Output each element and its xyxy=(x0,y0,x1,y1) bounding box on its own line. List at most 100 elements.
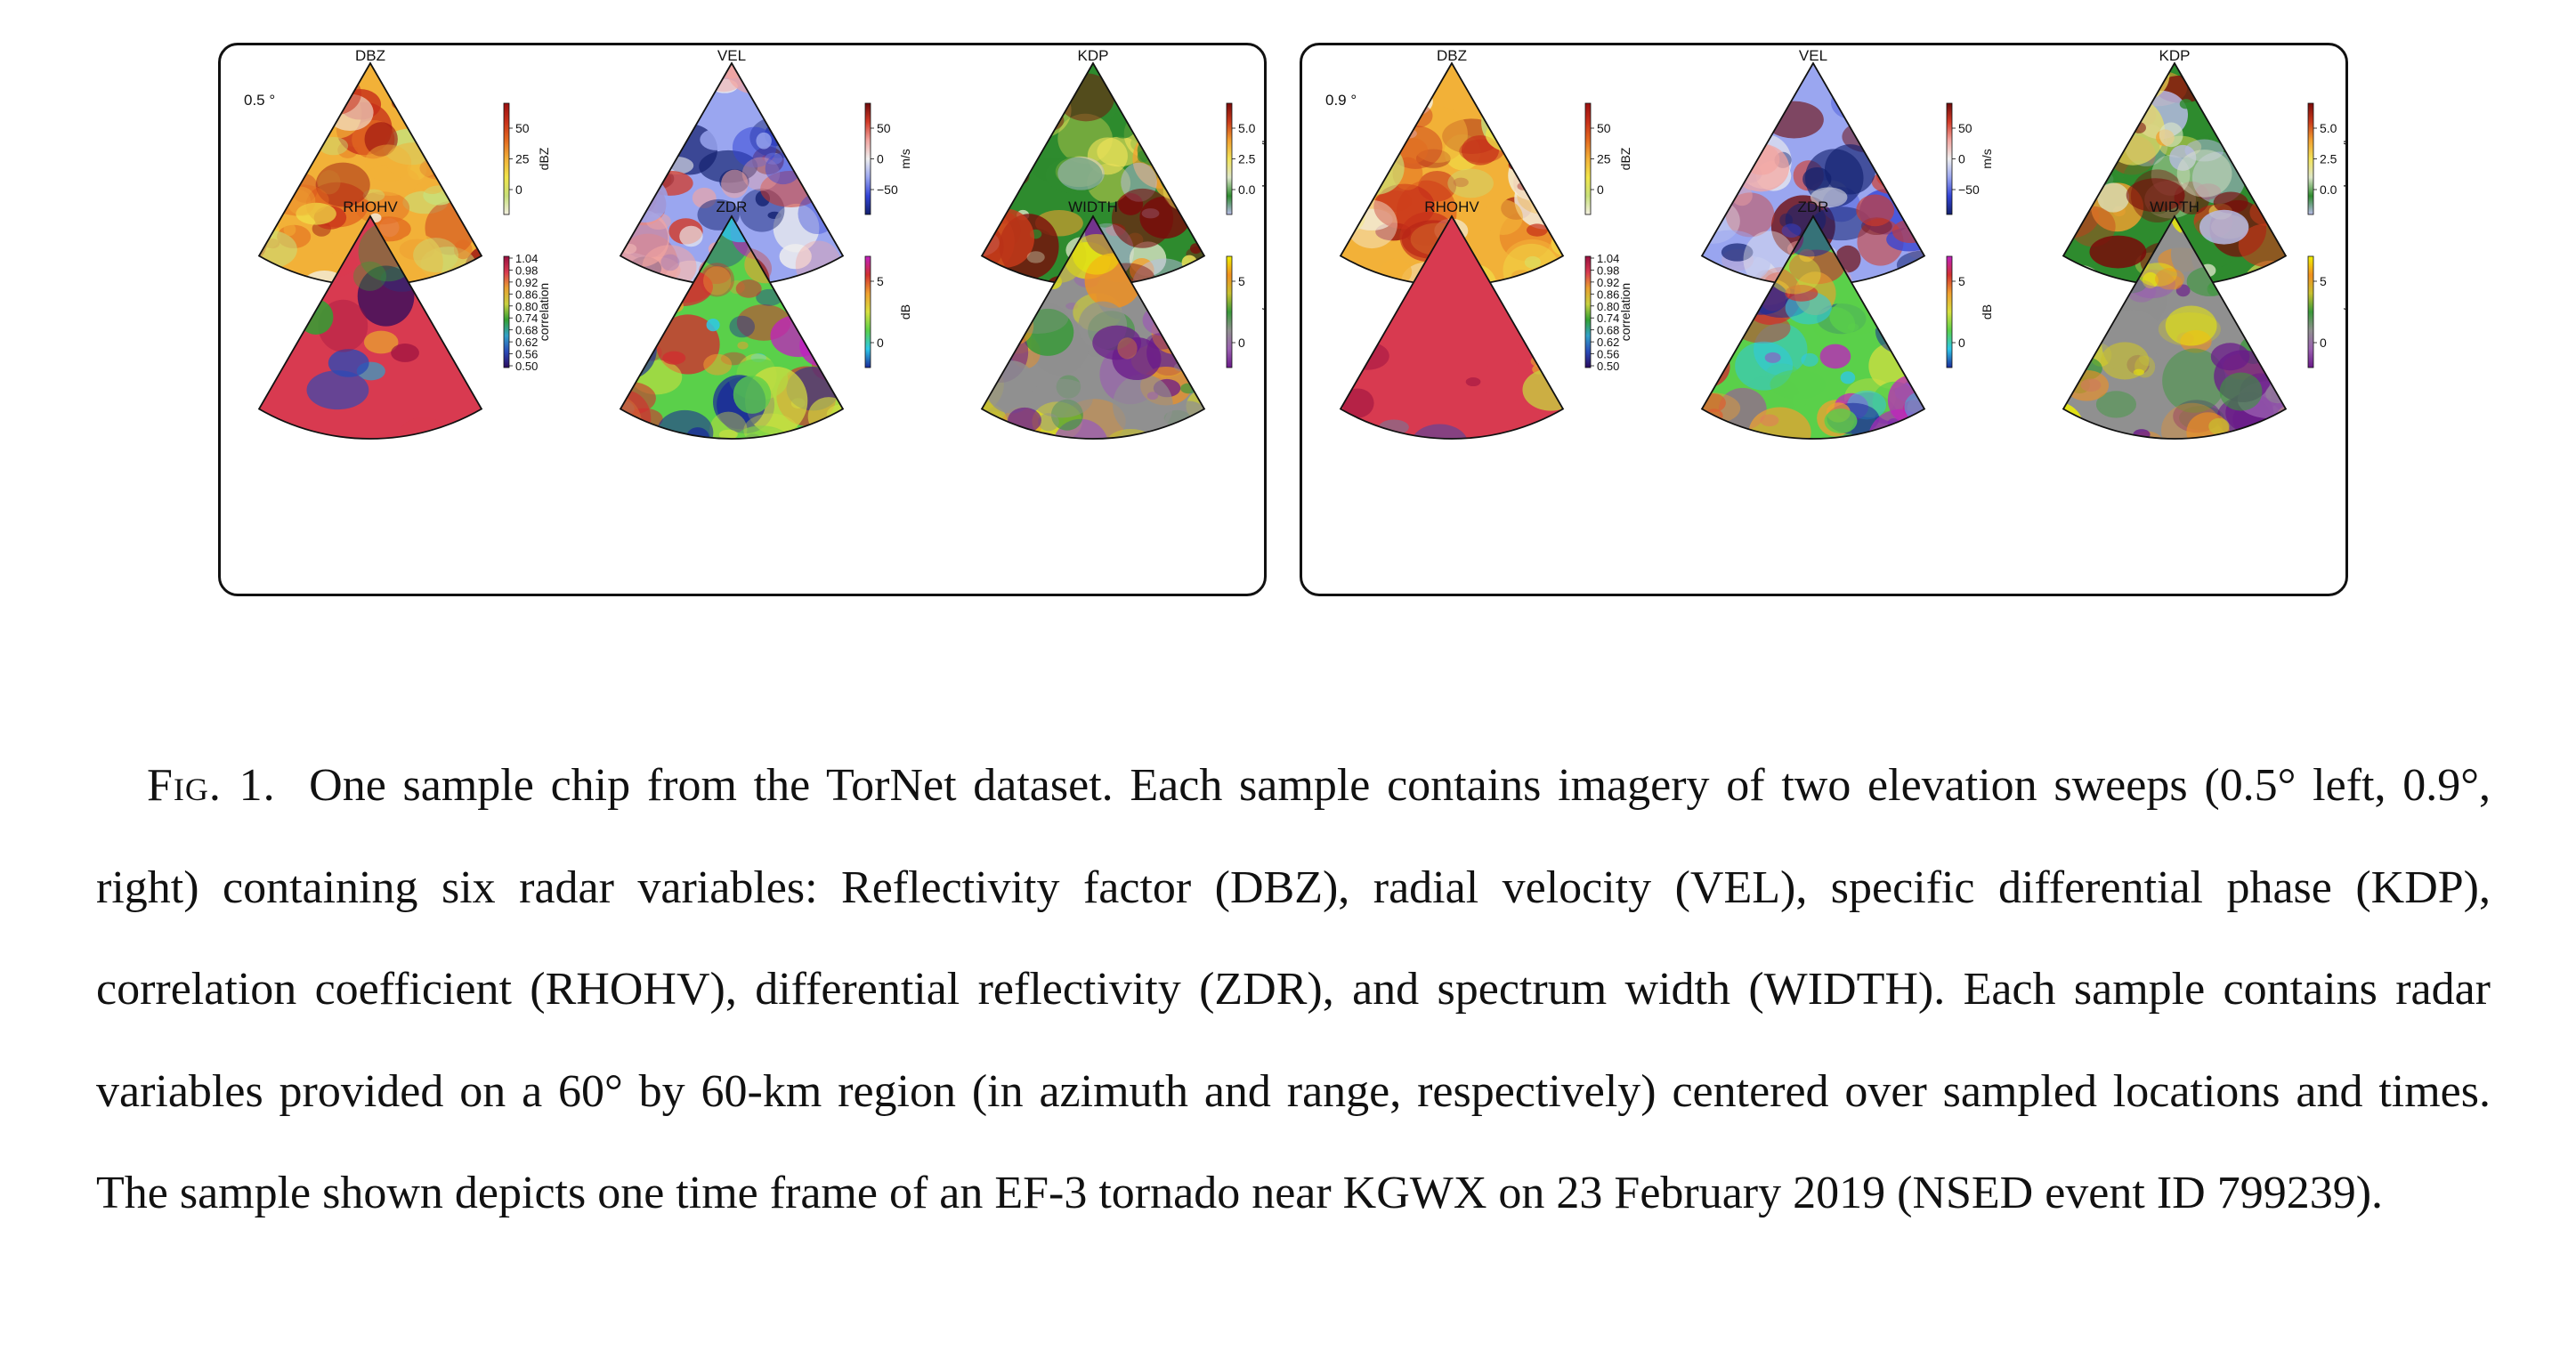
colorbar-tick-label: 0.62 xyxy=(515,336,538,349)
colorbar-label: m/s xyxy=(898,149,912,169)
colorbar xyxy=(864,102,871,215)
caption-text: One sample chip from the TorNet dataset.… xyxy=(96,760,2491,1218)
plot-title: WIDTH xyxy=(2150,198,2199,215)
colorbar xyxy=(1946,255,1953,368)
plot-title: VEL xyxy=(1799,47,1827,64)
colorbar-tick-label: 0 xyxy=(1958,152,1965,166)
colorbar-tick-label: 1.04 xyxy=(1597,252,1619,265)
colorbar-label: dBZ xyxy=(537,147,551,170)
colorbar-tick-label: 2.5 xyxy=(2320,152,2337,166)
sweep-panel-right: DBZ 50 25 0 dBZ VEL 50 0 −50 m/s KDP 5.0 2.5 0.0 degre… xyxy=(1300,43,2348,596)
sweep-outline xyxy=(2062,214,2288,440)
radar-plot-dbz: DBZ 50 25 0 dBZ xyxy=(1339,47,1632,287)
colorbar xyxy=(2307,255,2314,368)
colorbar-label: m/s xyxy=(1260,302,1264,322)
colorbar-label: dB xyxy=(1980,304,1994,320)
radar-plot-dbz: DBZ 50 25 0 dBZ xyxy=(257,47,551,287)
colorbar xyxy=(1226,255,1233,368)
colorbar-tick-label: 0.98 xyxy=(515,263,538,277)
colorbar-tick-label: 0.56 xyxy=(515,348,538,361)
colorbar-tick-label: 0.62 xyxy=(1597,336,1619,349)
colorbar-tick-label: 0 xyxy=(2320,336,2327,350)
radar-plot-zdr: ZDR 5 0 dB xyxy=(1700,198,1994,440)
colorbar-label: degrees/km xyxy=(1260,126,1264,191)
elevation-label: 0.5 ° xyxy=(244,92,276,109)
colorbar-tick-label: 0 xyxy=(1597,182,1604,197)
colorbar-tick-label: 50 xyxy=(1597,121,1611,135)
plot-title: KDP xyxy=(1078,47,1109,64)
colorbar-tick-label: 0.80 xyxy=(1597,300,1619,313)
colorbar-tick-label: 0.68 xyxy=(1597,324,1619,337)
plot-title: RHOHV xyxy=(343,198,398,215)
colorbar-tick-label: 50 xyxy=(515,121,530,135)
colorbar-tick-label: 0 xyxy=(515,182,522,197)
colorbar-tick-label: 0.0 xyxy=(2320,182,2337,197)
plot-title: WIDTH xyxy=(1068,198,1118,215)
colorbar-tick-label: 0 xyxy=(1958,336,1965,350)
colorbar-tick-label: 5 xyxy=(1238,274,1245,288)
colorbar xyxy=(1226,102,1233,215)
colorbar xyxy=(1946,102,1953,215)
colorbar-tick-label: 25 xyxy=(1597,152,1611,166)
colorbar-tick-label: 5.0 xyxy=(2320,121,2337,135)
colorbar-tick-label: 25 xyxy=(515,152,530,166)
colorbar-tick-label: 0.50 xyxy=(1597,360,1619,373)
colorbar-label: dBZ xyxy=(1618,147,1632,170)
colorbar xyxy=(503,255,510,368)
colorbar-tick-label: 5 xyxy=(1958,274,1965,288)
colorbar-tick-label: 0.86 xyxy=(515,287,538,301)
colorbar-tick-label: 2.5 xyxy=(1238,152,1256,166)
colorbar-tick-label: 0.92 xyxy=(515,276,538,289)
sweep-outline xyxy=(1339,214,1565,440)
colorbar-tick-label: −50 xyxy=(877,182,898,197)
sweep-outline xyxy=(1700,214,1926,440)
elevation-label: 0.9 ° xyxy=(1325,92,1357,109)
colorbar-label: m/s xyxy=(1980,149,1994,169)
colorbar-tick-label: 5 xyxy=(2320,274,2327,288)
figure-label: Fig. 1. xyxy=(147,760,276,811)
colorbar xyxy=(1584,102,1592,215)
colorbar-tick-label: 0.92 xyxy=(1597,276,1619,289)
radar-plot-kdp: KDP 5.0 2.5 0.0 degrees/km xyxy=(2062,47,2345,287)
colorbar-tick-label: 0 xyxy=(877,336,884,350)
colorbar xyxy=(503,102,510,215)
radar-plot-zdr: ZDR 5 0 dB xyxy=(619,198,912,440)
plot-title: DBZ xyxy=(1437,47,1467,64)
colorbar-tick-label: 0.74 xyxy=(515,311,538,325)
plot-title: RHOHV xyxy=(1424,198,1479,215)
colorbar-label: m/s xyxy=(2341,302,2345,322)
radar-field xyxy=(620,216,843,439)
radar-field xyxy=(2063,63,2286,286)
colorbar-label: correlation xyxy=(1618,283,1632,341)
colorbar-tick-label: 5.0 xyxy=(1238,121,1256,135)
colorbar-tick-label: 1.04 xyxy=(515,252,538,265)
colorbar xyxy=(864,255,871,368)
colorbar-tick-label: 0.50 xyxy=(515,360,538,373)
colorbar-tick-label: 0 xyxy=(877,152,884,166)
plot-title: ZDR xyxy=(717,198,748,215)
colorbar-tick-label: 0.56 xyxy=(1597,348,1619,361)
colorbar-tick-label: 0.86 xyxy=(1597,287,1619,301)
plot-title: KDP xyxy=(2159,47,2191,64)
colorbar-tick-label: 0.80 xyxy=(515,300,538,313)
plot-title: VEL xyxy=(717,47,746,64)
colorbar xyxy=(2307,102,2314,215)
radar-field xyxy=(1341,63,1563,286)
colorbar-tick-label: 0.68 xyxy=(515,324,538,337)
colorbar-tick-label: 50 xyxy=(1958,121,1973,135)
colorbar-tick-label: −50 xyxy=(1958,182,1980,197)
colorbar-label: degrees/km xyxy=(2341,126,2345,191)
colorbar-tick-label: 0.74 xyxy=(1597,311,1619,325)
colorbar-tick-label: 0 xyxy=(1238,336,1245,350)
colorbar-tick-label: 50 xyxy=(877,121,891,135)
sweep-panel-left: DBZ 50 25 0 dBZ VEL 50 0 −50 m/s KDP 5.0 2.5 0.0 degre… xyxy=(218,43,1267,596)
figure-caption: Fig. 1. One sample chip from the TorNet … xyxy=(96,735,2491,1245)
colorbar-label: correlation xyxy=(537,283,551,341)
colorbar-label: dB xyxy=(898,304,912,320)
plot-title: ZDR xyxy=(1798,198,1829,215)
sweep-outline xyxy=(257,214,483,440)
colorbar-tick-label: 0.0 xyxy=(1238,182,1256,197)
radar-field xyxy=(1702,216,1924,439)
